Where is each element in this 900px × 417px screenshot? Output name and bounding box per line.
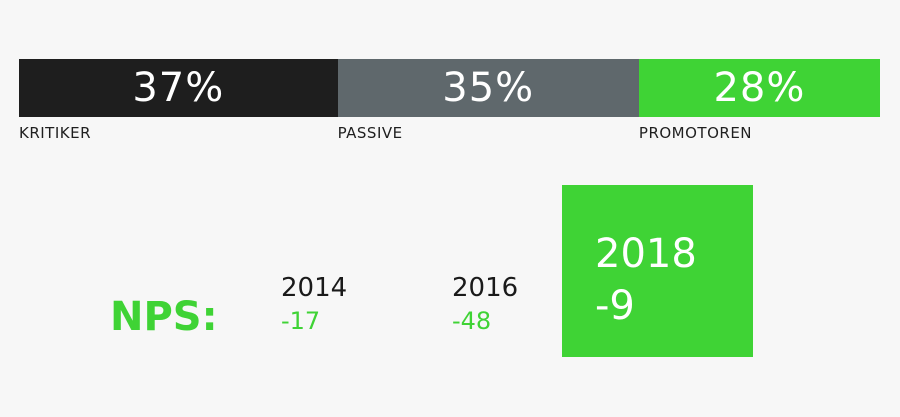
nps-label: NPS: [110,294,218,340]
category-label-promotoren: PROMOTOREN [638,124,753,142]
bar-value-label: 28% [713,65,806,111]
nps-2016-block: 2016 -48 [452,272,518,338]
bar-value-label: 35% [442,65,535,111]
nps-year-2016: 2016 [452,273,519,303]
nps-current-score: -9 [595,283,635,329]
bar-segment-promotoren: 28% [638,59,880,117]
nps-current-highlight: 2018 -9 [562,185,753,357]
nps-current-year: 2018 [595,231,697,277]
stacked-bar-chart: 37% 35% 28% [19,59,880,117]
nps-score-2016: -48 [452,307,492,335]
category-label-kritiker: KRITIKER [19,124,92,142]
bar-segment-passive: 35% [337,59,639,117]
bar-value-label: 37% [132,65,225,111]
nps-year-2014: 2014 [281,273,348,303]
nps-score-2014: -17 [281,307,321,335]
bar-segment-kritiker: 37% [19,59,338,117]
nps-2014-block: 2014 -17 [281,272,347,338]
category-label-passive: PASSIVE [337,124,403,142]
